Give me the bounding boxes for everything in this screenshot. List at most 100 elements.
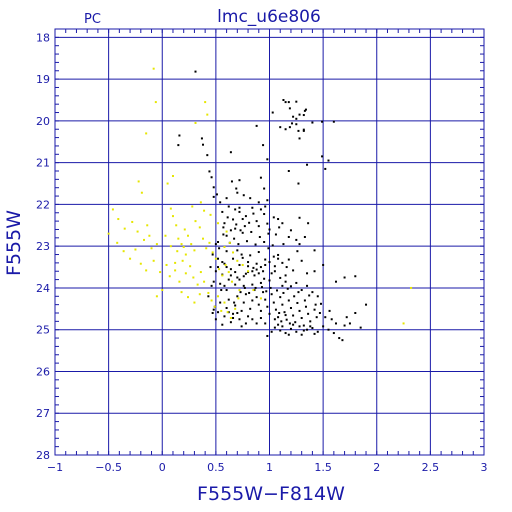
black-star-point bbox=[262, 291, 265, 294]
black-star-point bbox=[285, 318, 288, 321]
black-star-point bbox=[207, 295, 210, 298]
grid-layer bbox=[54, 29, 485, 456]
black-star-point bbox=[277, 257, 280, 260]
black-star-point bbox=[304, 305, 307, 308]
yellow-star-point bbox=[145, 269, 148, 272]
black-star-point bbox=[238, 179, 241, 182]
black-star-point bbox=[298, 309, 301, 312]
black-star-point bbox=[242, 275, 245, 278]
black-star-point bbox=[313, 249, 316, 252]
yellow-star-point bbox=[193, 301, 196, 304]
black-star-point bbox=[273, 265, 276, 268]
black-star-point bbox=[211, 253, 214, 256]
yellow-star-point bbox=[402, 322, 405, 325]
black-star-point bbox=[247, 261, 250, 264]
black-star-point bbox=[210, 176, 213, 179]
black-star-point bbox=[229, 268, 232, 271]
black-star-point bbox=[302, 324, 305, 327]
black-star-point bbox=[298, 325, 301, 328]
yellow-star-point bbox=[194, 220, 197, 223]
black-star-point bbox=[259, 317, 262, 320]
black-star-point bbox=[359, 326, 362, 329]
black-star-point bbox=[236, 276, 239, 279]
black-star-point bbox=[266, 222, 269, 225]
black-star-point bbox=[297, 182, 300, 185]
black-star-point bbox=[243, 225, 246, 228]
yellow-star-point bbox=[176, 250, 179, 253]
yellow-star-point bbox=[175, 224, 178, 227]
yellow-star-point bbox=[174, 269, 177, 272]
black-star-point bbox=[348, 322, 351, 325]
black-star-point bbox=[302, 329, 305, 332]
x-tick-label: 0 bbox=[159, 461, 166, 474]
black-star-point bbox=[321, 155, 324, 158]
yellow-star-point bbox=[226, 311, 229, 314]
black-star-point bbox=[311, 327, 314, 330]
yellow-star-point bbox=[217, 295, 220, 298]
black-star-point bbox=[295, 100, 298, 103]
yellow-star-point bbox=[237, 297, 240, 300]
black-star-point bbox=[234, 304, 237, 307]
yellow-star-point bbox=[123, 227, 126, 230]
black-star-point bbox=[230, 180, 233, 183]
black-star-point bbox=[282, 291, 285, 294]
black-star-point bbox=[232, 317, 235, 320]
yellow-star-point bbox=[229, 317, 232, 320]
black-star-point bbox=[287, 101, 290, 104]
black-star-point bbox=[252, 212, 255, 215]
yellow-star-point bbox=[148, 234, 151, 237]
black-star-point bbox=[222, 233, 225, 236]
black-star-point bbox=[267, 247, 270, 250]
yellow-star-point bbox=[192, 276, 195, 279]
black-star-point bbox=[241, 231, 244, 234]
black-star-point bbox=[229, 321, 232, 324]
y-tick-label: 25 bbox=[36, 324, 50, 337]
x-tick-label: 3 bbox=[481, 461, 488, 474]
black-star-point bbox=[225, 266, 228, 269]
black-star-point bbox=[227, 311, 230, 314]
black-star-point bbox=[210, 284, 213, 287]
yellow-star-point bbox=[203, 209, 206, 212]
black-star-point bbox=[212, 308, 215, 311]
black-star-point bbox=[257, 201, 260, 204]
black-star-point bbox=[212, 280, 215, 283]
black-star-point bbox=[285, 266, 288, 269]
black-star-point bbox=[178, 134, 181, 137]
yellow-star-point bbox=[209, 213, 212, 216]
black-star-point bbox=[284, 101, 287, 104]
black-star-point bbox=[238, 206, 241, 209]
black-star-point bbox=[211, 312, 214, 314]
black-star-point bbox=[212, 195, 215, 198]
black-star-point bbox=[316, 295, 319, 298]
black-star-point bbox=[273, 270, 276, 273]
yellow-star-point bbox=[193, 249, 196, 252]
black-star-point bbox=[302, 114, 305, 117]
black-star-point bbox=[214, 270, 217, 273]
black-star-point bbox=[206, 154, 209, 157]
yellow-star-point bbox=[196, 283, 199, 286]
y-tick-label: 23 bbox=[36, 240, 50, 253]
black-star-point bbox=[255, 124, 258, 127]
y-tick-label: 20 bbox=[36, 115, 50, 128]
black-star-point bbox=[225, 289, 228, 292]
black-star-point bbox=[217, 241, 220, 243]
yellow-star-point bbox=[159, 271, 162, 274]
black-star-point bbox=[255, 296, 258, 299]
yellow-star-point bbox=[218, 268, 221, 271]
black-star-point bbox=[315, 316, 318, 319]
black-star-point bbox=[215, 193, 218, 196]
black-star-point bbox=[271, 244, 274, 247]
x-axis-title: F555W−F814W bbox=[197, 483, 345, 505]
black-star-point bbox=[318, 312, 321, 314]
x-tick-label: 2 bbox=[373, 461, 380, 474]
black-star-point bbox=[269, 286, 272, 289]
black-star-point bbox=[251, 206, 254, 209]
black-star-point bbox=[225, 234, 228, 237]
black-star-point bbox=[217, 266, 220, 269]
black-star-point bbox=[341, 339, 344, 342]
black-star-point bbox=[227, 278, 230, 281]
black-star-point bbox=[235, 187, 238, 190]
yellow-star-point bbox=[146, 224, 149, 227]
black-star-point bbox=[278, 312, 281, 314]
black-star-point bbox=[222, 226, 225, 229]
